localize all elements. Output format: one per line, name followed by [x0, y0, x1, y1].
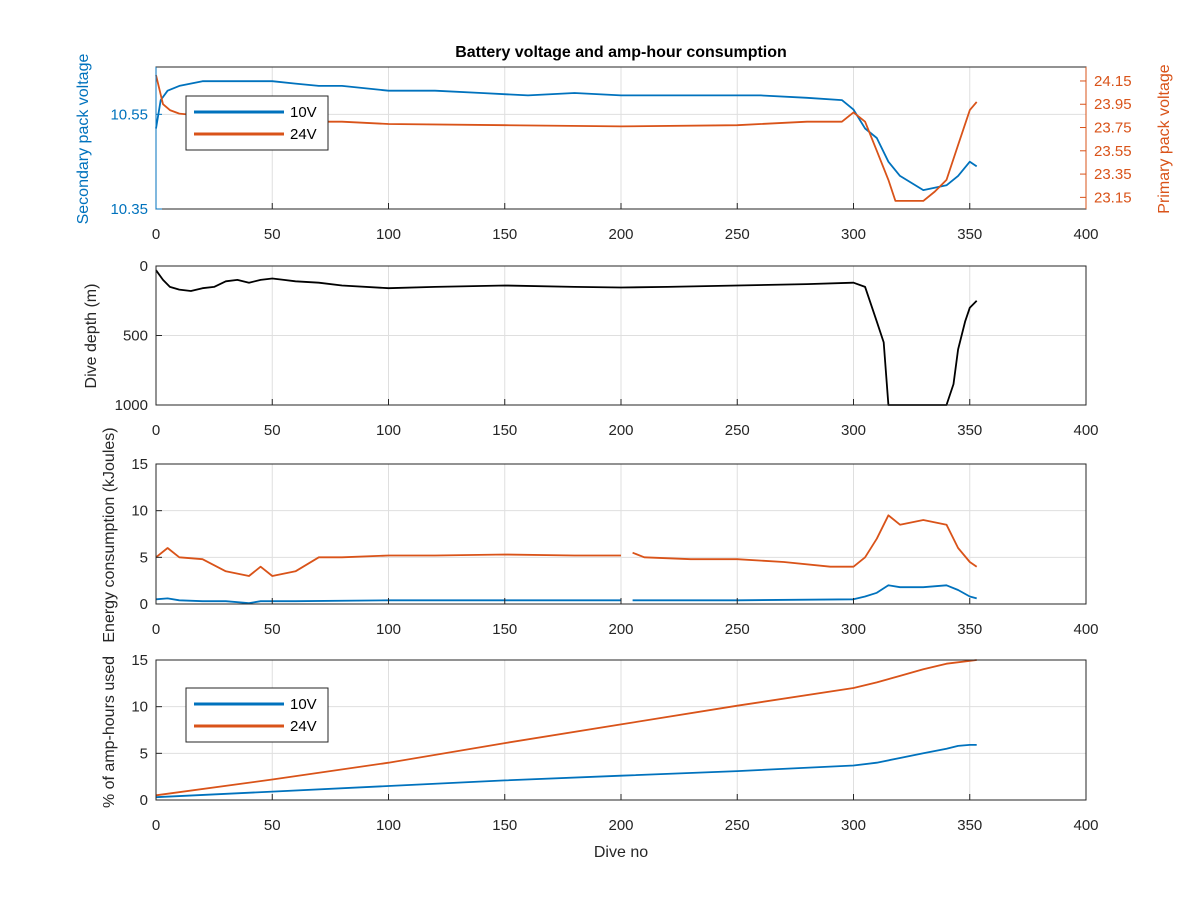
series-line-p3-0 [155, 514, 978, 577]
x-tick-label: 400 [1073, 226, 1098, 243]
x-tick-label: 0 [152, 621, 160, 638]
legend-label-24v: 24V [290, 718, 317, 735]
legend-box [185, 687, 329, 743]
xlabel: Dive no [594, 844, 648, 861]
x-tick-label: 200 [608, 226, 633, 243]
x-tick-label: 350 [957, 422, 982, 439]
x-tick-label: 250 [725, 226, 750, 243]
x-tick-label: 350 [957, 621, 982, 638]
x-tick-label: 200 [608, 621, 633, 638]
panel-amphours: % of amp-hours used Dive no [101, 656, 648, 861]
x-tick-label: 250 [725, 422, 750, 439]
y-tick-label: 1000 [115, 397, 148, 414]
y-tick-label: 10 [131, 699, 148, 716]
x-tick-label: 300 [841, 226, 866, 243]
x-tick-label: 300 [841, 817, 866, 834]
panel-energy: Energy consumption (kJoules) [101, 427, 118, 642]
y-tick-label-right: 23.35 [1094, 166, 1132, 183]
ylabel-left: Secondary pack voltage [75, 54, 92, 225]
legend-label-24v: 24V [290, 126, 317, 143]
x-tick-label: 200 [608, 422, 633, 439]
x-tick-label: 50 [264, 621, 281, 638]
y-tick-label: 10.55 [110, 106, 148, 123]
y-tick-label: 5 [140, 745, 148, 762]
y-tick-label: 15 [131, 456, 148, 473]
y-tick-label-right: 23.75 [1094, 120, 1132, 137]
x-tick-label: 400 [1073, 817, 1098, 834]
y-tick-label-right: 23.95 [1094, 96, 1132, 113]
x-tick-label: 100 [376, 422, 401, 439]
y-tick-label: 15 [131, 652, 148, 669]
x-tick-label: 0 [152, 226, 160, 243]
x-tick-label: 100 [376, 226, 401, 243]
x-tick-label: 50 [264, 817, 281, 834]
x-tick-label: 300 [841, 621, 866, 638]
panel-depth: Dive depth (m) [83, 284, 100, 389]
y-tick-label: 10 [131, 503, 148, 520]
ylabel-energy: Energy consumption (kJoules) [101, 427, 118, 642]
series-line-10v [155, 80, 978, 191]
x-tick-label: 150 [492, 422, 517, 439]
y-tick-label: 500 [123, 328, 148, 345]
series-line-24v [155, 659, 977, 797]
ylabel-amphours: % of amp-hours used [101, 656, 118, 808]
x-tick-label: 400 [1073, 621, 1098, 638]
x-tick-label: 250 [725, 621, 750, 638]
x-tick-label: 350 [957, 226, 982, 243]
x-tick-label: 350 [957, 817, 982, 834]
x-tick-label: 150 [492, 817, 517, 834]
legend-label-10v: 10V [290, 696, 317, 713]
x-tick-label: 300 [841, 422, 866, 439]
x-tick-label: 250 [725, 817, 750, 834]
legend-box [185, 95, 329, 151]
x-tick-label: 200 [608, 817, 633, 834]
x-tick-label: 50 [264, 226, 281, 243]
x-tick-label: 0 [152, 422, 160, 439]
y-tick-label-right: 23.15 [1094, 189, 1132, 206]
x-tick-label: 400 [1073, 422, 1098, 439]
x-tick-label: 50 [264, 422, 281, 439]
y-tick-label-right: 24.15 [1094, 73, 1132, 90]
series-line-10v [155, 744, 977, 799]
x-tick-label: 150 [492, 621, 517, 638]
plot-elements: 0 50 100 150 200 250 300 350 40010.3510.5523.152… [110, 66, 1132, 834]
ylabel-depth: Dive depth (m) [83, 284, 100, 389]
y-tick-label-right: 23.55 [1094, 143, 1132, 160]
x-tick-label: 0 [152, 817, 160, 834]
y-tick-label: 10.35 [110, 201, 148, 218]
x-tick-label: 150 [492, 226, 517, 243]
panel-voltage: Battery voltage and amp-hour consumption… [75, 44, 1173, 224]
legend-label-10v: 10V [290, 104, 317, 121]
y-tick-label: 5 [140, 549, 148, 566]
ylabel-right: Primary pack voltage [1156, 64, 1173, 213]
x-tick-label: 100 [376, 817, 401, 834]
y-tick-label: 0 [140, 792, 148, 809]
y-tick-label: 0 [140, 258, 148, 275]
series-line-p3-1 [155, 584, 977, 604]
chart-title: Battery voltage and amp-hour consumption [455, 44, 787, 61]
y-tick-label: 0 [140, 596, 148, 613]
x-tick-label: 100 [376, 621, 401, 638]
